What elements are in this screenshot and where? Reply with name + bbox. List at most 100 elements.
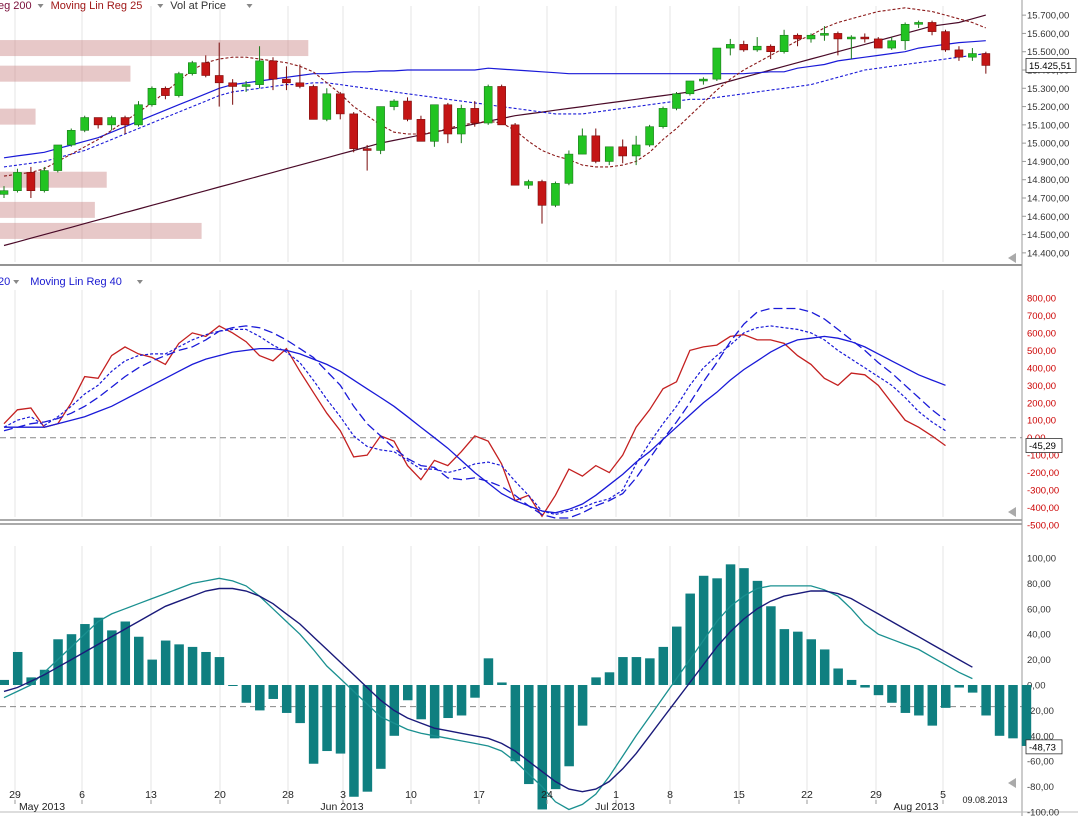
x-tick-label: 15: [733, 789, 745, 801]
histogram-bar: [658, 646, 669, 685]
y-tick-label: 200,00: [1027, 398, 1056, 409]
histogram-bar: [577, 685, 588, 726]
histogram-bar: [604, 672, 615, 685]
histogram-bar: [443, 685, 453, 719]
histogram-bar: [107, 630, 117, 685]
candle-body: [658, 108, 668, 127]
date-label: 09.08.2013: [962, 795, 1007, 805]
candle-body: [241, 84, 251, 87]
y-tick-label: 40,00: [1027, 630, 1051, 641]
collapse-arrow-icon: [1008, 253, 1016, 263]
histogram-bar: [873, 685, 884, 696]
osc-red-line: [3, 325, 946, 518]
candle-body: [793, 34, 802, 40]
histogram-bar: [214, 657, 225, 685]
candle-body: [631, 144, 641, 157]
hist-teal-line: [3, 577, 973, 811]
x-tick-label: 8: [667, 789, 673, 801]
histogram-bar: [268, 685, 278, 699]
candle-body: [147, 87, 157, 106]
histogram-bar: [860, 685, 870, 688]
histogram-bar: [564, 685, 574, 767]
y-tick-label: 14.700,00: [1027, 194, 1069, 205]
candle-body: [604, 146, 614, 162]
histogram-bar: [403, 685, 413, 701]
y-tick-label: 600,00: [1027, 328, 1056, 339]
x-tick-label: 10: [405, 789, 417, 801]
histogram-bar: [80, 624, 90, 685]
vap-bar: [0, 201, 95, 218]
histogram-bar: [793, 631, 803, 685]
histogram-bar: [187, 646, 198, 685]
y-tick-label: 15.600,00: [1027, 29, 1069, 40]
candle-body: [295, 82, 305, 87]
candle-body: [887, 40, 897, 49]
histogram-bar: [887, 685, 897, 703]
histogram-bar: [228, 685, 238, 686]
y-tick-label: 100,00: [1027, 416, 1056, 427]
histogram-bar: [739, 568, 749, 685]
histogram-bar: [537, 685, 547, 810]
candle-body: [712, 47, 722, 80]
lin-reg-blue-line: [3, 40, 986, 159]
candle-body: [93, 117, 103, 126]
x-month-label: Jun 2013: [320, 801, 363, 813]
histogram-bar: [241, 685, 252, 703]
y-tick-label: -40,00: [1027, 731, 1054, 742]
y-tick-label: 14.600,00: [1027, 212, 1069, 223]
legend-dropdown-icon: [13, 280, 20, 284]
candle-body: [537, 181, 547, 206]
vap-bar: [0, 108, 36, 125]
histogram-bar: [362, 685, 373, 792]
candle-body: [860, 36, 870, 40]
y-tick-label: -200,00: [1027, 468, 1059, 479]
histogram-bar: [483, 658, 494, 685]
candle-body: [766, 45, 775, 53]
histogram-bar: [900, 685, 911, 713]
histogram-bar: [281, 685, 292, 713]
candle-body: [685, 80, 695, 95]
y-tick-label: -20,00: [1027, 706, 1054, 717]
candle-body: [161, 87, 170, 96]
candle-body: [510, 124, 520, 186]
candle-body: [591, 135, 601, 162]
histogram-bar: [927, 685, 938, 726]
legend-item: Moving Lin Reg 40: [30, 276, 122, 288]
histogram-bar: [981, 685, 991, 716]
last-hist-box: [1025, 739, 1063, 755]
histogram-bar: [120, 621, 131, 685]
candle-body: [873, 38, 883, 49]
candle-body: [362, 148, 372, 151]
candle-body: [80, 117, 89, 131]
candle-body: [335, 93, 345, 115]
candle-body: [806, 34, 816, 40]
histogram-bar: [174, 644, 184, 685]
histogram-bar: [819, 649, 830, 685]
histogram-bar: [672, 626, 682, 685]
x-tick-label: 17: [473, 789, 485, 801]
histogram-bar: [93, 617, 104, 685]
candle-body: [618, 146, 628, 157]
candle-body: [255, 60, 264, 85]
candle-body: [779, 34, 789, 53]
y-tick-label: 15.300,00: [1027, 84, 1069, 95]
histogram-bar: [550, 685, 561, 790]
histogram-bar: [308, 685, 319, 764]
candle-body: [201, 62, 211, 76]
x-tick-label: 6: [79, 789, 85, 801]
histogram-bar: [201, 651, 211, 685]
histogram-bar: [1008, 685, 1018, 739]
histogram-bar: [0, 679, 9, 685]
candle-body: [725, 44, 735, 49]
candle-body: [26, 172, 36, 191]
candle-body: [739, 44, 749, 51]
legend-dropdown-icon: [136, 280, 143, 284]
candle-body: [699, 78, 708, 82]
vap-bar: [0, 65, 131, 82]
legend-item: Vol at Price: [170, 0, 226, 12]
candle-body: [483, 86, 493, 124]
x-tick-label: 29: [9, 789, 21, 801]
candle-body: [470, 108, 480, 124]
vap-bar: [0, 222, 202, 239]
